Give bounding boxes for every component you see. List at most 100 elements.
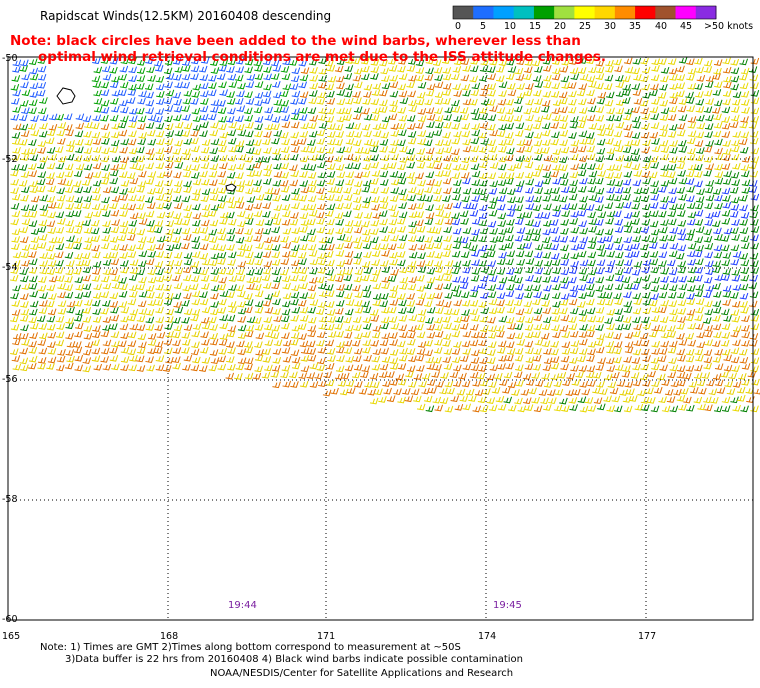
- wind-barb: [660, 170, 669, 178]
- wind-barb: [415, 354, 425, 362]
- wind-barb: [424, 154, 433, 162]
- wind-barb: [120, 346, 130, 354]
- wind-barb: [72, 210, 82, 217]
- wind-barb: [416, 225, 426, 233]
- wind-barb: [345, 57, 354, 64]
- wind-barb: [173, 227, 182, 235]
- wind-barb: [318, 67, 328, 75]
- wind-barb: [686, 195, 695, 203]
- wind-barb: [417, 243, 427, 251]
- wind-barb: [615, 99, 625, 106]
- wind-barb: [371, 331, 381, 339]
- wind-barb: [291, 187, 300, 195]
- wind-barb: [498, 187, 508, 195]
- wind-barb: [434, 266, 444, 273]
- wind-barb: [217, 258, 226, 265]
- wind-barb: [595, 114, 605, 122]
- wind-barb: [147, 75, 156, 82]
- wind-barb: [136, 185, 145, 193]
- wind-barb: [307, 228, 316, 236]
- wind-barb: [516, 258, 525, 266]
- wind-barb: [156, 171, 166, 179]
- wind-barb: [20, 301, 29, 308]
- wind-barb: [397, 259, 406, 267]
- wind-barb: [190, 73, 199, 80]
- wind-barb: [352, 236, 362, 244]
- wind-barb: [434, 338, 443, 346]
- wind-barb: [109, 236, 119, 243]
- wind-barb: [676, 365, 686, 373]
- wind-barb: [704, 404, 713, 412]
- longitude-label: 165: [2, 631, 21, 642]
- wind-barb: [595, 177, 604, 185]
- wind-barb: [65, 219, 74, 227]
- wind-barb: [237, 357, 247, 365]
- wind-barb: [524, 307, 533, 315]
- wind-barb: [570, 260, 579, 268]
- wind-barb: [378, 210, 388, 217]
- wind-barb: [613, 347, 622, 355]
- wind-barb: [399, 283, 408, 290]
- wind-barb: [551, 315, 561, 322]
- wind-barb: [597, 403, 606, 411]
- wind-barb: [413, 373, 423, 380]
- wind-barb: [398, 90, 408, 98]
- wind-barb: [146, 66, 155, 74]
- wind-barb: [237, 324, 247, 332]
- wind-barb: [345, 137, 355, 145]
- wind-barb: [491, 387, 501, 394]
- wind-barb: [145, 122, 155, 129]
- wind-barb: [660, 283, 669, 291]
- wind-barb: [74, 330, 83, 338]
- wind-barb: [210, 59, 219, 66]
- wind-barb: [632, 307, 642, 315]
- wind-barb: [317, 252, 327, 260]
- wind-barb: [461, 251, 470, 258]
- wind-barb: [559, 324, 569, 332]
- wind-barb: [515, 155, 525, 162]
- wind-barb: [741, 324, 750, 332]
- wind-barb: [82, 274, 91, 282]
- wind-barb: [560, 146, 570, 154]
- wind-barb: [182, 97, 192, 105]
- wind-barb: [55, 251, 64, 259]
- wind-barb: [425, 259, 434, 267]
- footer-credit: NOAA/NESDIS/Center for Satellite Applica…: [210, 668, 514, 679]
- wind-barb: [20, 81, 29, 89]
- wind-barb: [191, 107, 201, 115]
- wind-barb: [505, 299, 514, 307]
- wind-barb: [235, 172, 244, 179]
- wind-barb: [712, 73, 721, 80]
- wind-barb: [172, 236, 181, 243]
- wind-barb: [145, 91, 154, 99]
- wind-barb: [55, 171, 65, 179]
- wind-barb: [372, 293, 382, 300]
- wind-barb: [694, 364, 703, 372]
- wind-barb: [640, 397, 650, 404]
- wind-barb: [595, 155, 605, 163]
- wind-barb: [289, 59, 298, 66]
- wind-barb: [92, 292, 102, 299]
- wind-barb: [525, 347, 534, 355]
- wind-barb: [73, 267, 82, 275]
- wind-barb: [362, 228, 371, 236]
- wind-barb: [444, 405, 454, 413]
- wind-barb: [736, 386, 746, 394]
- wind-barb: [507, 66, 517, 73]
- wind-barb: [335, 249, 345, 257]
- wind-barb: [111, 131, 120, 139]
- wind-barb: [102, 220, 111, 228]
- wind-barb: [191, 298, 201, 306]
- wind-barb: [678, 56, 688, 64]
- wind-barb: [460, 218, 469, 225]
- wind-barb: [28, 147, 37, 155]
- wind-barb: [399, 276, 409, 284]
- wind-barb: [452, 187, 462, 194]
- wind-barb: [523, 242, 533, 249]
- wind-barb: [595, 66, 605, 74]
- scale-swatch: [614, 6, 636, 19]
- wind-barb: [28, 170, 38, 178]
- wind-barb: [389, 332, 398, 339]
- wind-barb: [604, 283, 614, 291]
- wind-barb: [145, 210, 155, 218]
